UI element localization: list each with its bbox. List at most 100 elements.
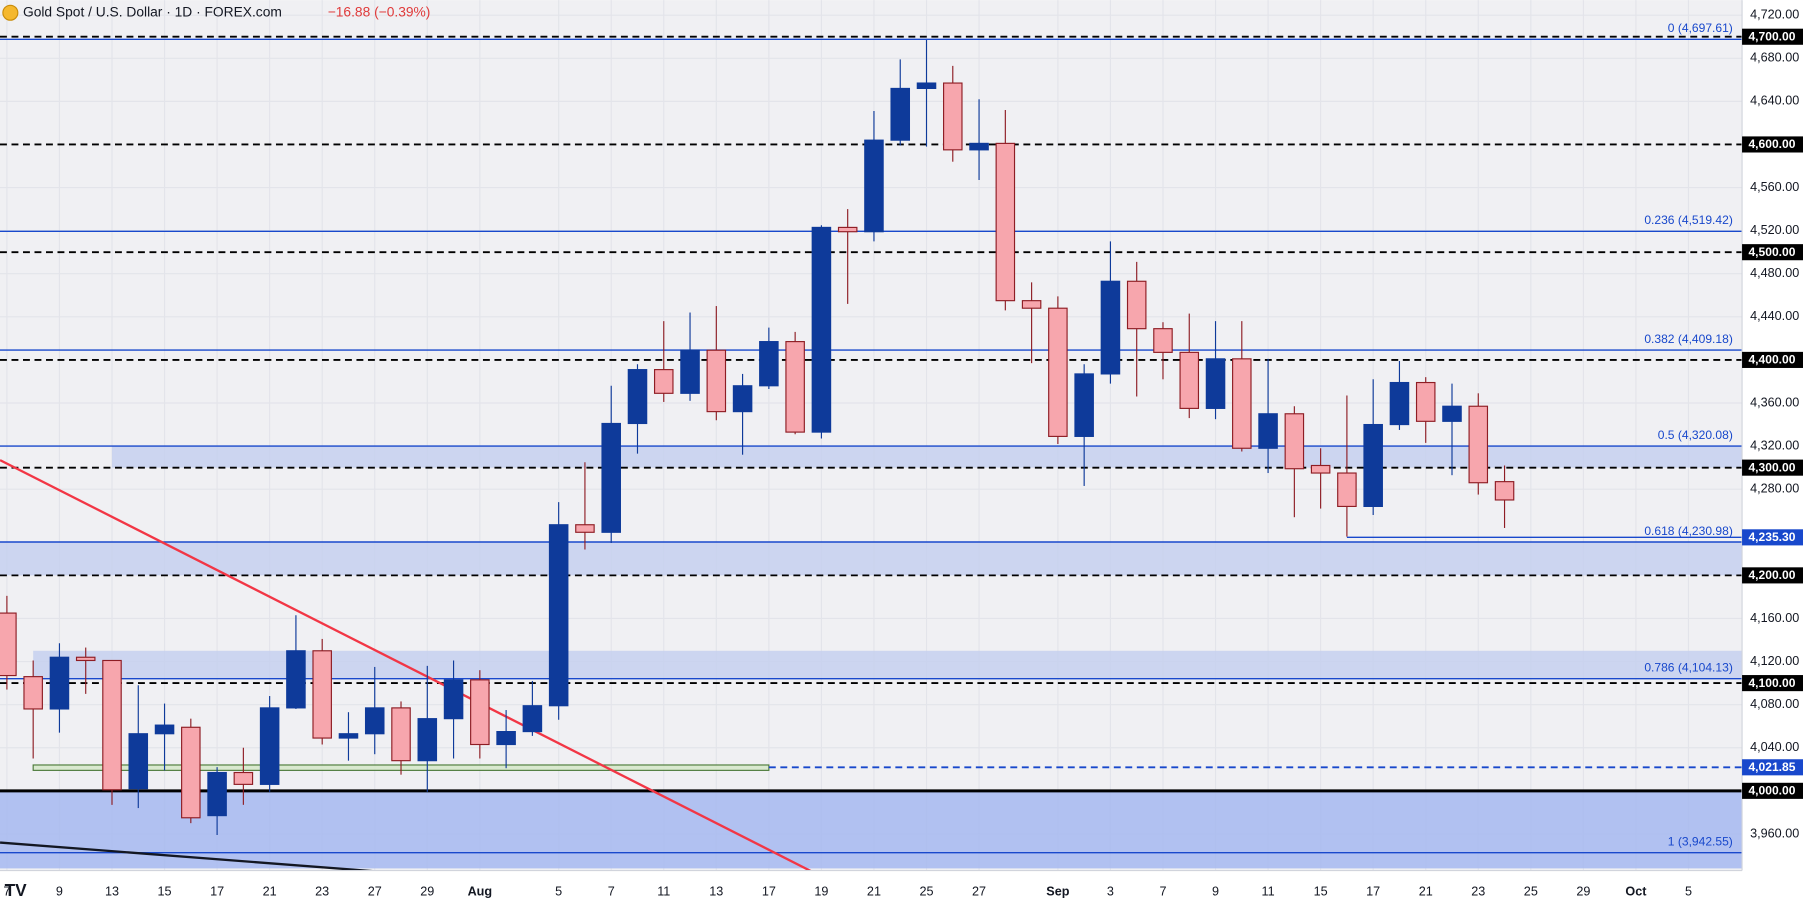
x-tick-label: 23 — [1471, 885, 1485, 899]
y-tick-label: 4,560.00 — [1750, 180, 1799, 194]
y-tick-label: 4,480.00 — [1750, 266, 1799, 280]
y-tick-label: 4,360.00 — [1750, 395, 1799, 409]
x-tick-label: 9 — [56, 885, 63, 899]
x-tick-label: 3 — [1107, 885, 1114, 899]
candle-body — [864, 139, 884, 233]
candle-body — [890, 87, 911, 141]
price-badge — [1742, 351, 1803, 368]
x-tick-label: Oct — [1625, 885, 1647, 899]
candle-body — [1232, 358, 1252, 449]
x-tick-label: 25 — [1524, 885, 1538, 899]
candle-body — [627, 369, 648, 425]
x-tick-label: 15 — [158, 885, 172, 899]
candle-body — [1126, 280, 1147, 330]
chart-title: Gold Spot / U.S. Dollar · 1D · FOREX.com — [23, 4, 282, 19]
candle-body — [837, 226, 858, 233]
candle-body — [1363, 423, 1383, 508]
zone — [111, 446, 1743, 468]
candle-body — [23, 676, 43, 710]
candle-body — [916, 82, 937, 90]
candle-body — [1048, 307, 1068, 437]
x-tick-label: 13 — [105, 885, 119, 899]
price-badge — [1742, 244, 1803, 261]
x-tick-label: 21 — [263, 885, 277, 899]
x-tick-label: 15 — [1314, 885, 1328, 899]
candle-body — [732, 385, 753, 413]
candle-body — [259, 707, 280, 785]
price-badge-label: 4,400.00 — [1748, 353, 1795, 367]
candle-body — [1179, 351, 1200, 409]
price-badge-label: 4,235.30 — [1748, 530, 1795, 544]
candle-body — [443, 679, 464, 720]
candle-body — [338, 733, 359, 739]
candle-body — [522, 705, 543, 733]
price-badge-label: 4,000.00 — [1748, 784, 1795, 798]
price-badge-label: 4,021.85 — [1748, 760, 1795, 774]
y-tick-label: 4,680.00 — [1750, 51, 1799, 65]
candle-body — [286, 650, 306, 709]
y-tick-label: 4,640.00 — [1750, 94, 1799, 108]
x-tick-label: 27 — [972, 885, 986, 899]
price-badge-label: 4,100.00 — [1748, 676, 1795, 690]
y-tick-label: 4,160.00 — [1750, 611, 1799, 625]
candle-body — [1389, 381, 1410, 426]
candle-body — [1074, 373, 1094, 437]
y-tick-label: 4,520.00 — [1750, 223, 1799, 237]
price-badge-label: 4,200.00 — [1748, 568, 1795, 582]
price-badge — [1742, 459, 1803, 476]
candle-body — [1284, 413, 1305, 470]
candle-body — [364, 707, 385, 735]
x-tick-label: 7 — [3, 885, 10, 899]
candle-body — [706, 349, 727, 413]
fib-label: 0.382 (4,409.18) — [1644, 332, 1733, 346]
candle-body — [785, 341, 805, 433]
x-tick-label: 17 — [1366, 885, 1380, 899]
candle-body — [1337, 472, 1357, 508]
price-badge — [1742, 529, 1803, 546]
plot: 0 (4,697.61) 0.236 (4,519.42) 0.382 (4,409… — [0, 21, 1743, 871]
x-tick-label: 17 — [210, 885, 224, 899]
price-badge — [1742, 782, 1803, 799]
x-tick-label: 5 — [1685, 885, 1692, 899]
candle-body — [207, 771, 227, 817]
candle-body — [1310, 464, 1331, 474]
candle-body — [811, 226, 832, 433]
y-tick-label: 4,280.00 — [1750, 482, 1799, 496]
time-axis — [0, 870, 1743, 904]
y-tick-label: 4,320.00 — [1750, 438, 1799, 452]
x-tick-label: 7 — [1159, 885, 1166, 899]
candle-body — [181, 726, 201, 819]
x-tick-label: 27 — [368, 885, 382, 899]
candle-body — [1153, 328, 1173, 353]
price-badge — [1742, 567, 1803, 584]
candle-body — [943, 82, 963, 151]
price-badge — [1742, 759, 1803, 776]
trendline — [0, 459, 813, 871]
candle-body — [1494, 481, 1515, 501]
y-tick-label: 3,960.00 — [1750, 826, 1799, 840]
price-change: −16.88 (−0.39%) — [328, 4, 431, 19]
y-tick-label: 4,440.00 — [1750, 309, 1799, 323]
candle-body — [1258, 413, 1278, 449]
candle-body — [1442, 405, 1462, 422]
candle-body — [75, 656, 96, 662]
symbol-icon — [2, 4, 19, 21]
x-tick-label: 25 — [919, 885, 933, 899]
candle-body — [653, 369, 674, 394]
candle-body — [102, 659, 122, 791]
logo: TV — [5, 880, 28, 900]
y-tick-label: 4,040.00 — [1750, 740, 1799, 754]
candle-body — [601, 422, 621, 533]
fib-label: 0.618 (4,230.98) — [1644, 524, 1733, 538]
zone — [0, 542, 1743, 576]
x-tick-label: 13 — [709, 885, 723, 899]
x-tick-label: 5 — [555, 885, 562, 899]
fib-label: 0 (4,697.61) — [1668, 21, 1733, 35]
candle-body — [312, 650, 332, 739]
candle-body — [391, 707, 411, 762]
candle-body — [995, 142, 1016, 302]
candle-body — [233, 771, 254, 785]
x-tick-label: 19 — [814, 885, 828, 899]
y-tick-label: 4,720.00 — [1750, 8, 1799, 22]
